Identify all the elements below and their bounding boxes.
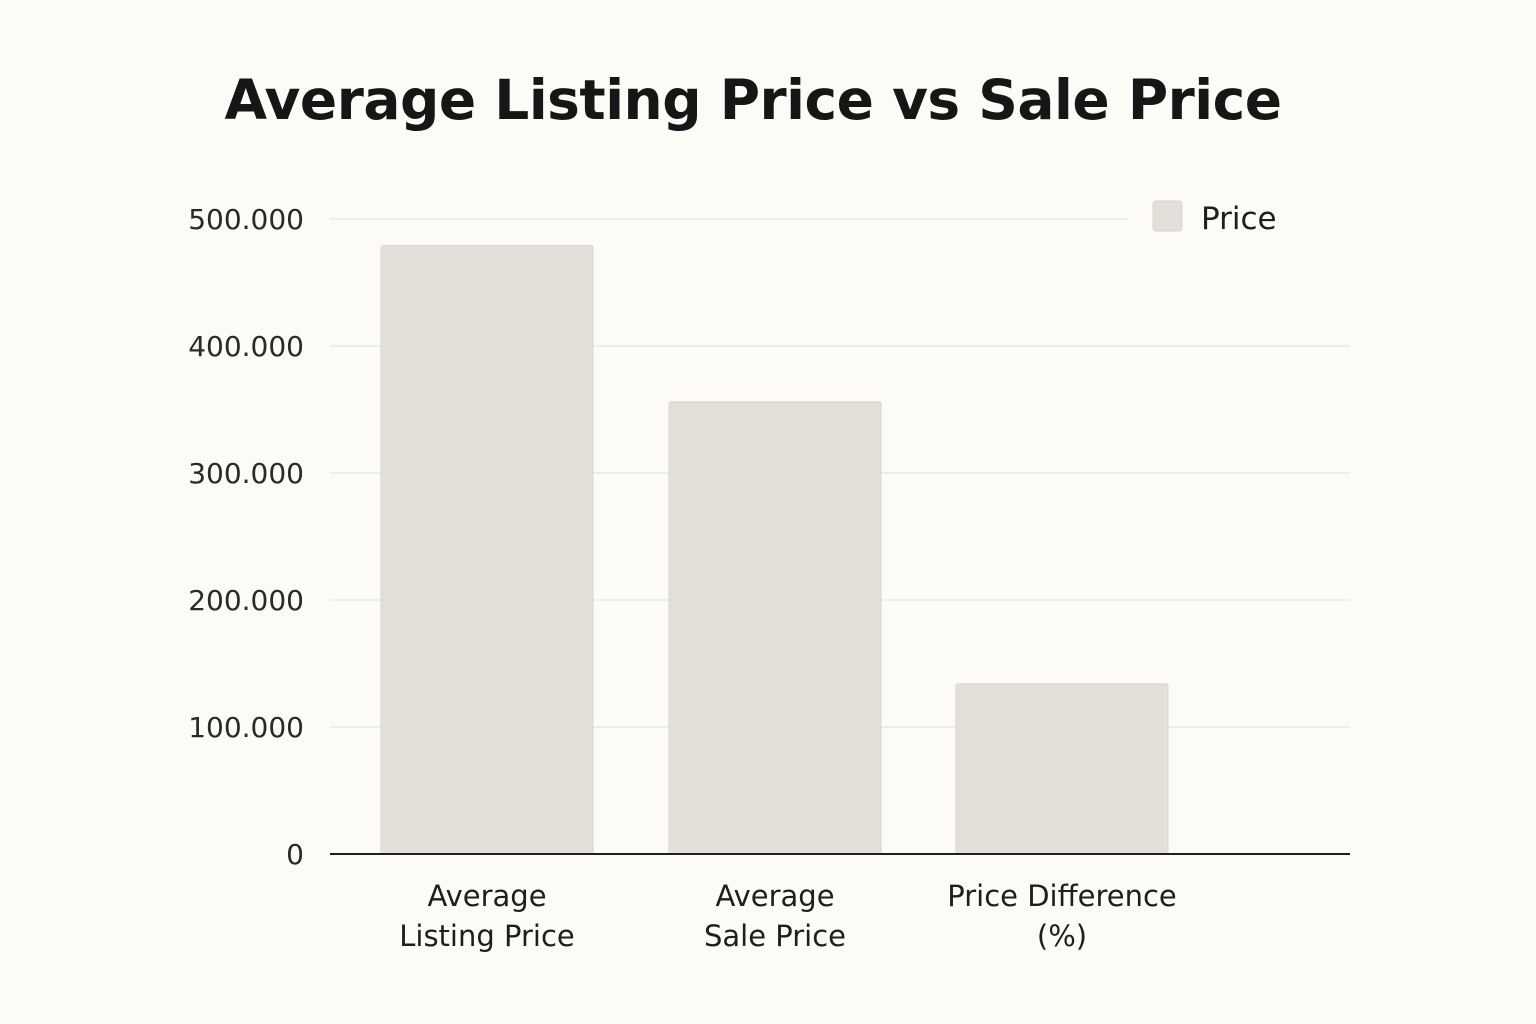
- bar: [380, 245, 594, 855]
- bar: [668, 401, 882, 855]
- bar: [955, 683, 1169, 855]
- y-tick-label: 300.000: [188, 457, 304, 490]
- y-tick-label: 500.000: [188, 203, 304, 236]
- y-tick-label: 0: [286, 838, 304, 871]
- chart-title: Average Listing Price vs Sale Price: [224, 68, 1282, 132]
- y-tick-label: 400.000: [188, 330, 304, 363]
- x-tick-label: Average Sale Price: [704, 879, 846, 953]
- legend-swatch: [1152, 200, 1183, 232]
- y-tick-label: 200.000: [188, 584, 304, 617]
- y-tick-label: 100.000: [188, 711, 304, 744]
- legend-label: Price: [1201, 201, 1277, 237]
- x-tick-label: Price Difference (%): [947, 879, 1176, 953]
- x-tick-label: Average Listing Price: [399, 879, 575, 953]
